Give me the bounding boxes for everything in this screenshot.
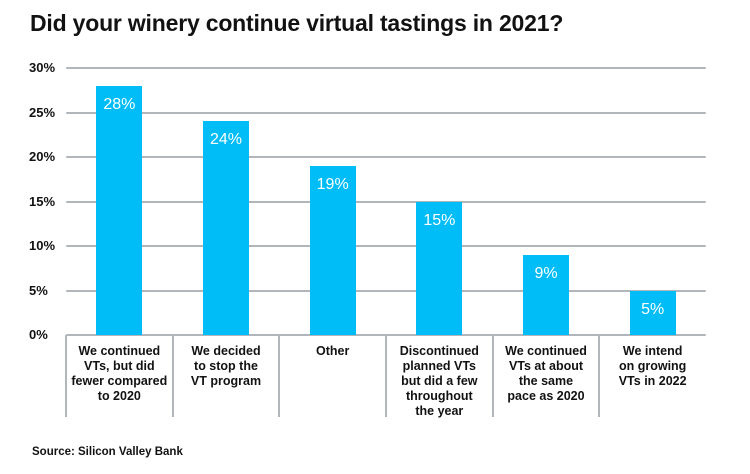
gridline	[66, 289, 706, 292]
x-axis-category-label: Other	[315, 344, 350, 358]
y-axis-tick-label: 15%	[29, 193, 56, 209]
bar-value-label: 9%	[534, 264, 558, 282]
chart-title: Did your winery continue virtual tasting…	[30, 10, 564, 36]
bar	[416, 201, 463, 335]
gridline	[66, 245, 706, 247]
bar	[96, 85, 143, 335]
gridline	[66, 67, 706, 69]
bar-value-label: 24%	[209, 131, 243, 149]
x-axis-separator	[598, 335, 601, 417]
bar	[523, 254, 569, 335]
bar-value-label: 15%	[423, 211, 456, 229]
y-axis-tick-label: 10%	[29, 238, 56, 253]
x-axis-category-label: We continued VTs, but did fewer compared…	[71, 344, 168, 403]
gridline	[66, 111, 706, 114]
bar-value-label: 28%	[103, 95, 136, 113]
bar-value-label: 19%	[316, 175, 349, 193]
bar-value-label: 5%	[641, 300, 665, 318]
bar	[203, 121, 249, 335]
y-axis-tick-label: 25%	[29, 104, 56, 120]
x-axis-category-label: We decided to stop the VT program	[190, 344, 262, 388]
y-axis-tick-label: 0%	[29, 327, 48, 342]
x-axis-category-label: Discontinued planned VTs but did a few t…	[399, 344, 479, 418]
gridline	[66, 200, 706, 203]
x-axis-separator	[65, 335, 67, 417]
source-note: Source: Silicon Valley Bank	[32, 446, 183, 458]
y-axis-tick-label: 20%	[29, 149, 56, 164]
x-axis-separator	[491, 335, 494, 417]
x-axis-separator	[385, 335, 387, 417]
x-axis-category-label: We continued VTs at about the same pace …	[505, 344, 587, 403]
y-axis-tick-label: 5%	[29, 282, 48, 298]
bar	[629, 290, 676, 335]
gridline	[66, 156, 706, 158]
x-axis-separator	[278, 335, 281, 417]
bar	[309, 165, 356, 335]
y-axis-tick-label: 30%	[29, 60, 56, 75]
x-axis-category-label: We intend on growing VTs in 2022	[618, 344, 687, 388]
x-axis-separator	[171, 335, 174, 417]
